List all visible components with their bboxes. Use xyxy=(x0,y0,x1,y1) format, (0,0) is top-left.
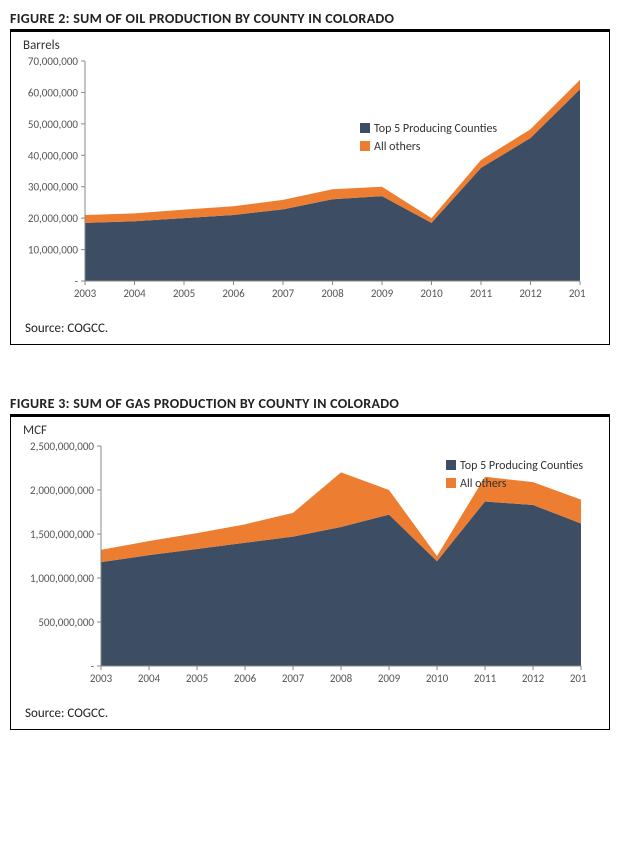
source-text: Source: COGCC. xyxy=(23,303,597,336)
y-tick-label: 40,000,000 xyxy=(28,149,79,162)
unit-label: MCF xyxy=(23,423,597,438)
stacked-area-chart: -10,000,00020,000,00030,000,00040,000,00… xyxy=(23,55,586,303)
y-tick-label: 30,000,000 xyxy=(28,181,79,194)
figure-title: FIGURE 2: SUM OF OIL PRODUCTION BY COUNT… xyxy=(10,10,610,31)
chart-container: Barrels-10,000,00020,000,00030,000,00040… xyxy=(10,31,610,345)
y-tick-label: 1,500,000,000 xyxy=(30,528,94,541)
x-tick-label: 2003 xyxy=(90,672,113,685)
legend-swatch xyxy=(446,460,456,470)
legend-label: Top 5 Producing Counties xyxy=(460,459,583,473)
legend-swatch xyxy=(446,478,456,488)
y-tick-label: 10,000,000 xyxy=(28,244,79,257)
legend-swatch xyxy=(360,141,370,151)
y-tick-label: 20,000,000 xyxy=(28,212,79,225)
x-tick-label: 2005 xyxy=(173,287,195,300)
y-tick-label: 1,000,000,000 xyxy=(30,572,94,585)
y-tick-label: 2,000,000,000 xyxy=(30,484,94,497)
source-text: Source: COGCC. xyxy=(23,688,597,721)
x-tick-label: 2013 xyxy=(569,287,586,300)
figure-block: FIGURE 3: SUM OF GAS PRODUCTION BY COUNT… xyxy=(10,395,610,730)
x-tick-label: 2008 xyxy=(321,287,344,300)
x-tick-label: 2013 xyxy=(570,672,587,685)
legend-label: All others xyxy=(374,140,421,154)
y-tick-label: 2,500,000,000 xyxy=(30,440,94,453)
chart-container: MCF-500,000,0001,000,000,0001,500,000,00… xyxy=(10,416,610,730)
y-tick-label: 500,000,000 xyxy=(38,616,94,629)
x-tick-label: 2003 xyxy=(74,287,97,300)
figure-block: FIGURE 2: SUM OF OIL PRODUCTION BY COUNT… xyxy=(10,10,610,345)
x-tick-label: 2008 xyxy=(330,672,353,685)
legend-label: Top 5 Producing Counties xyxy=(374,122,497,136)
y-tick-label: 60,000,000 xyxy=(28,86,79,99)
x-tick-label: 2004 xyxy=(138,672,161,685)
stacked-area-chart: -500,000,0001,000,000,0001,500,000,0002,… xyxy=(23,440,587,688)
x-tick-label: 2005 xyxy=(186,672,208,685)
x-tick-label: 2007 xyxy=(282,672,305,685)
area-series xyxy=(85,89,580,281)
x-tick-label: 2006 xyxy=(234,672,257,685)
y-tick-label: 70,000,000 xyxy=(28,55,79,68)
y-tick-label: 50,000,000 xyxy=(28,118,79,131)
legend-label: All others xyxy=(460,477,507,491)
figure-title: FIGURE 3: SUM OF GAS PRODUCTION BY COUNT… xyxy=(10,395,610,416)
legend-swatch xyxy=(360,123,370,133)
x-tick-label: 2011 xyxy=(470,287,493,300)
x-tick-label: 2007 xyxy=(272,287,295,300)
x-tick-label: 2009 xyxy=(378,672,401,685)
x-tick-label: 2011 xyxy=(474,672,497,685)
x-tick-label: 2010 xyxy=(420,287,443,300)
x-tick-label: 2010 xyxy=(426,672,449,685)
unit-label: Barrels xyxy=(23,38,597,53)
x-tick-label: 2009 xyxy=(371,287,394,300)
x-tick-label: 2012 xyxy=(519,287,542,300)
x-tick-label: 2004 xyxy=(123,287,146,300)
x-tick-label: 2012 xyxy=(522,672,545,685)
x-tick-label: 2006 xyxy=(222,287,245,300)
